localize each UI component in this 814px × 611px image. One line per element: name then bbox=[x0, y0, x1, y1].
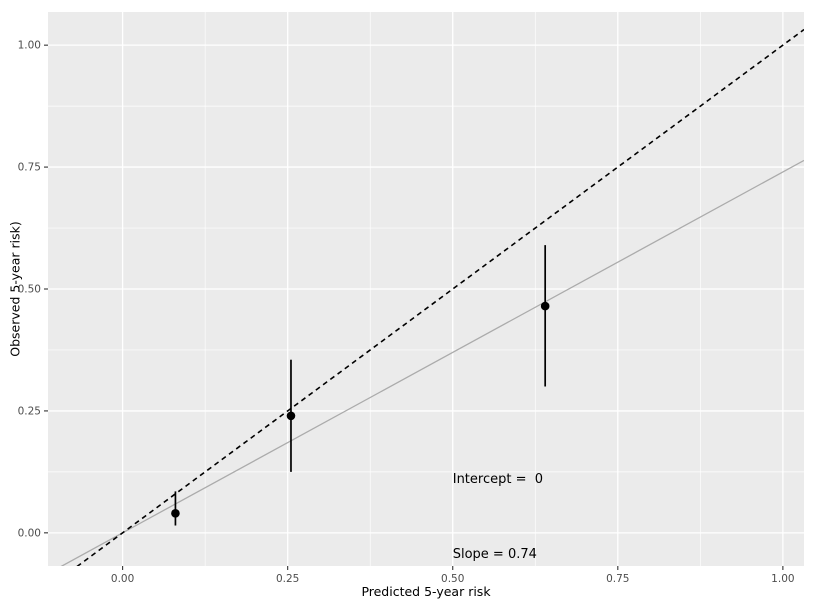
data-point bbox=[171, 509, 180, 518]
identity-line bbox=[76, 28, 804, 566]
y-tick-label: 0.50 bbox=[18, 284, 41, 296]
x-tick-label: 0.75 bbox=[606, 573, 629, 585]
annotation-box: Intercept = 0 Slope = 0.74 bbox=[453, 417, 543, 592]
data-point bbox=[286, 411, 296, 421]
calibration-line bbox=[60, 159, 804, 566]
x-tick-label: 0.00 bbox=[111, 573, 134, 585]
y-axis-title: Observed 5-year risk) bbox=[7, 221, 23, 357]
y-tick-label: 0.25 bbox=[18, 405, 41, 417]
y-tick-label: 1.00 bbox=[18, 40, 41, 52]
x-tick-label: 1.00 bbox=[771, 573, 794, 585]
data-point bbox=[540, 301, 550, 311]
slope-text: Slope = 0.74 bbox=[452, 547, 537, 563]
x-tick-label: 0.25 bbox=[276, 573, 299, 585]
x-axis-title: Predicted 5-year risk bbox=[361, 584, 491, 599]
intercept-text: Intercept = 0 bbox=[452, 472, 544, 488]
x-tick-label: 0.50 bbox=[441, 573, 464, 585]
y-tick-label: 0.00 bbox=[18, 527, 41, 539]
y-tick-label: 0.75 bbox=[18, 162, 41, 174]
